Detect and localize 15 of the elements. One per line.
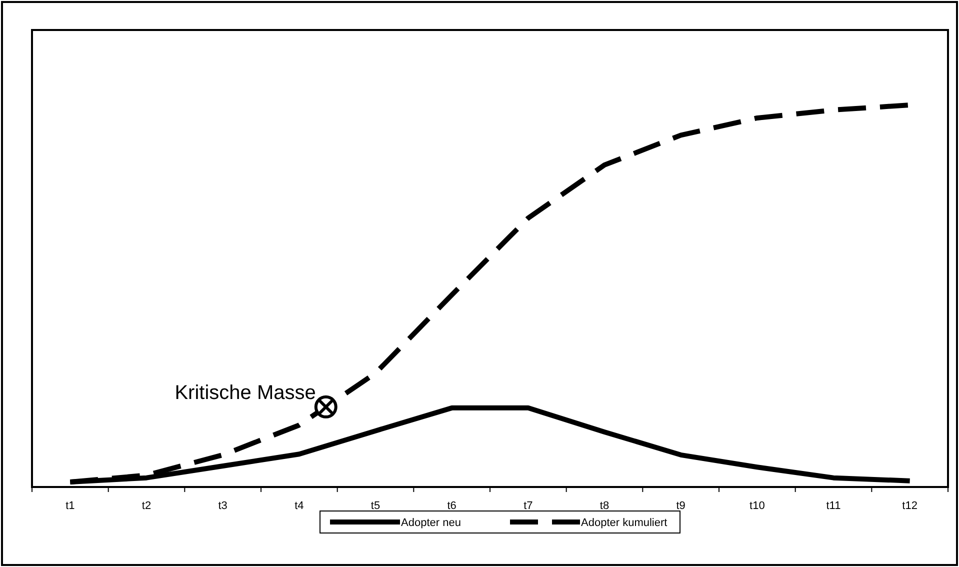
x-tick-label: t5: [370, 500, 380, 512]
text: Adopter neu: [401, 517, 461, 529]
x-tick-label: t10: [750, 500, 765, 512]
x-tick-label: t6: [447, 500, 456, 512]
x-tick-label: t1: [66, 500, 75, 512]
x-tick-label: t3: [218, 500, 228, 512]
legend-label: Adopter kumuliert: [581, 517, 668, 529]
x-tick-label: t9: [676, 500, 686, 512]
x-tick-label: t12: [902, 500, 918, 512]
x-tick-label: t7: [524, 500, 533, 512]
annotation: Kritische Masse: [174, 382, 316, 404]
x-tick-label: t2: [142, 500, 152, 512]
x-tick-label: t11: [826, 500, 841, 512]
x-tick-label: t4: [294, 500, 304, 512]
x-tick-label: t8: [600, 500, 610, 512]
